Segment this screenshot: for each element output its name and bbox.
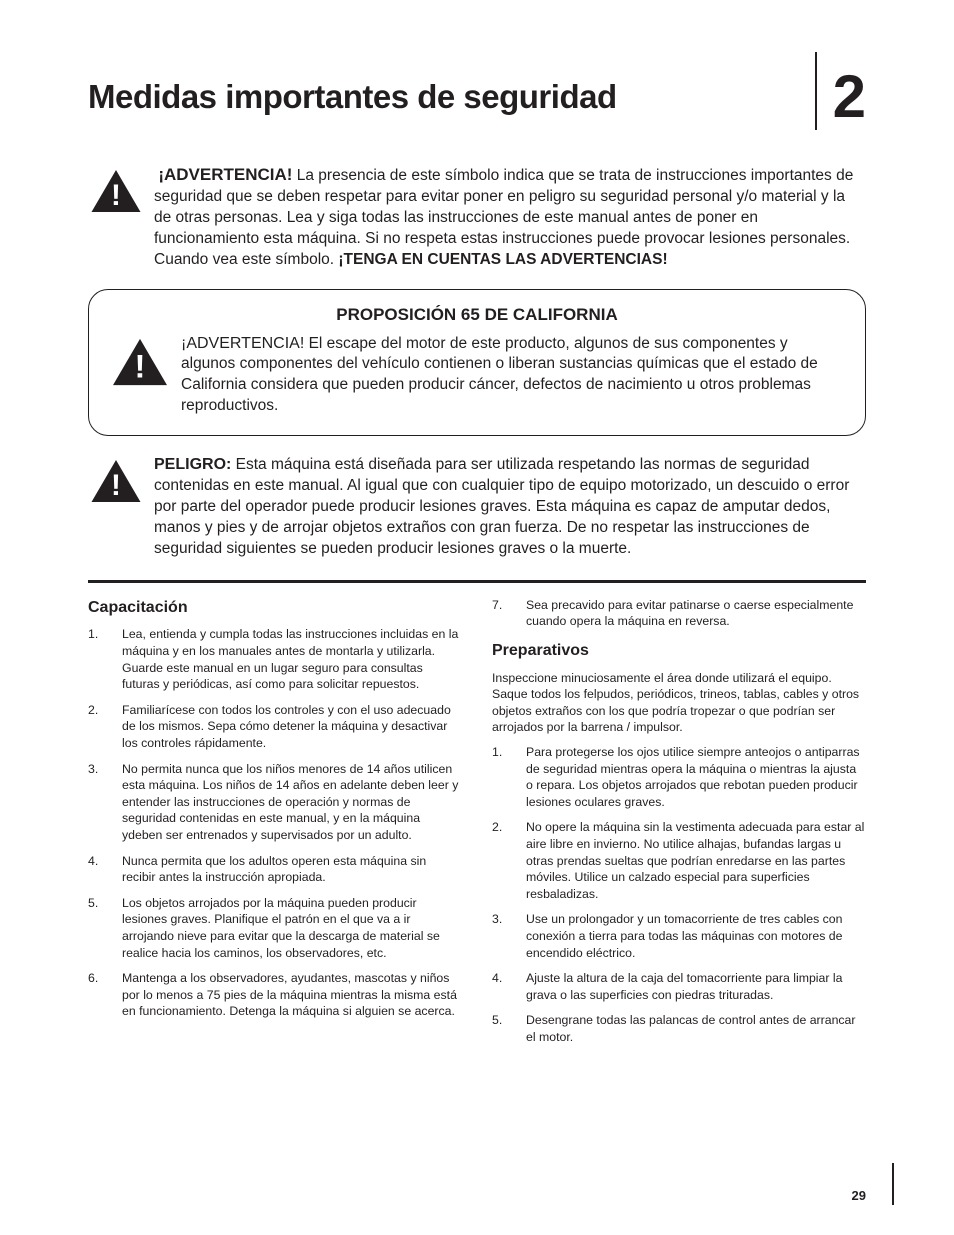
peligro-text: PELIGRO: Esta máquina está diseñada para… [154, 454, 866, 560]
advertencia-label: ¡ADVERTENCIA! [158, 165, 292, 184]
prop65-label: ¡ADVERTENCIA! [181, 335, 304, 352]
advertencia-line2-pre: Cuando vea este símbolo. [154, 251, 338, 268]
peligro-body: Esta máquina está diseñada para ser util… [154, 456, 849, 557]
header-divider [815, 52, 817, 130]
list-item: Los objetos arrojados por la máquina pue… [88, 895, 462, 961]
list-item: Nunca permita que los adultos operen est… [88, 853, 462, 886]
warning-icon: ! [88, 456, 144, 506]
list-item: Use un prolongador y un tomacorriente de… [492, 911, 866, 961]
svg-text:!: ! [111, 179, 121, 212]
list-preparativos: Para protegerse los ojos utilice siempre… [492, 744, 866, 1046]
prop65-title: PROPOSICIÓN 65 DE CALIFORNIA [109, 304, 845, 327]
prop65-body: ! ¡ADVERTENCIA! El escape del motor de e… [109, 333, 845, 418]
list-item: Para protegerse los ojos utilice siempre… [492, 744, 866, 810]
page-title: Medidas importantes de seguridad [88, 70, 799, 124]
warning-icon: ! [88, 166, 144, 216]
page-header: Medidas importantes de seguridad 2 [88, 70, 866, 124]
list-item: Ajuste la altura de la caja del tomacorr… [492, 970, 866, 1003]
prop65-text: ¡ADVERTENCIA! El escape del motor de est… [181, 333, 845, 418]
warning-icon: ! [109, 335, 171, 389]
prop65-box: PROPOSICIÓN 65 DE CALIFORNIA ! ¡ADVERTEN… [88, 289, 866, 437]
content-columns: Capacitación Lea, entienda y cumpla toda… [88, 597, 866, 1046]
list-item: Sea precavido para evitar patinarse o ca… [492, 597, 866, 630]
footer-rule [892, 1163, 894, 1205]
list-item: Lea, entienda y cumpla todas las instruc… [88, 626, 462, 692]
preparativos-intro: Inspeccione minuciosamente el área donde… [492, 670, 866, 736]
peligro-block: ! PELIGRO: Esta máquina está diseñada pa… [88, 454, 866, 560]
svg-text:!: ! [135, 347, 146, 384]
section-number: 2 [833, 70, 866, 124]
heading-preparativos: Preparativos [492, 640, 866, 662]
section-rule [88, 580, 866, 583]
advertencia-block: ! ¡ADVERTENCIA! La presencia de este sím… [88, 164, 866, 271]
list-item: No opere la máquina sin la vestimenta ad… [492, 819, 866, 902]
page-number: 29 [88, 1187, 866, 1205]
svg-text:!: ! [111, 469, 121, 502]
list-item: No permita nunca que los niños menores d… [88, 761, 462, 844]
peligro-label: PELIGRO: [154, 456, 231, 473]
advertencia-text: ¡ADVERTENCIA! La presencia de este símbo… [154, 164, 866, 271]
heading-capacitacion: Capacitación [88, 597, 462, 619]
advertencia-line2-bold: ¡TENGA EN CUENTAS LAS ADVERTENCIAS! [338, 251, 667, 268]
list-item: Mantenga a los observadores, ayudantes, … [88, 970, 462, 1020]
list-item: Desengrane todas las palancas de control… [492, 1012, 866, 1045]
list-item: Familiarícese con todos los controles y … [88, 702, 462, 752]
